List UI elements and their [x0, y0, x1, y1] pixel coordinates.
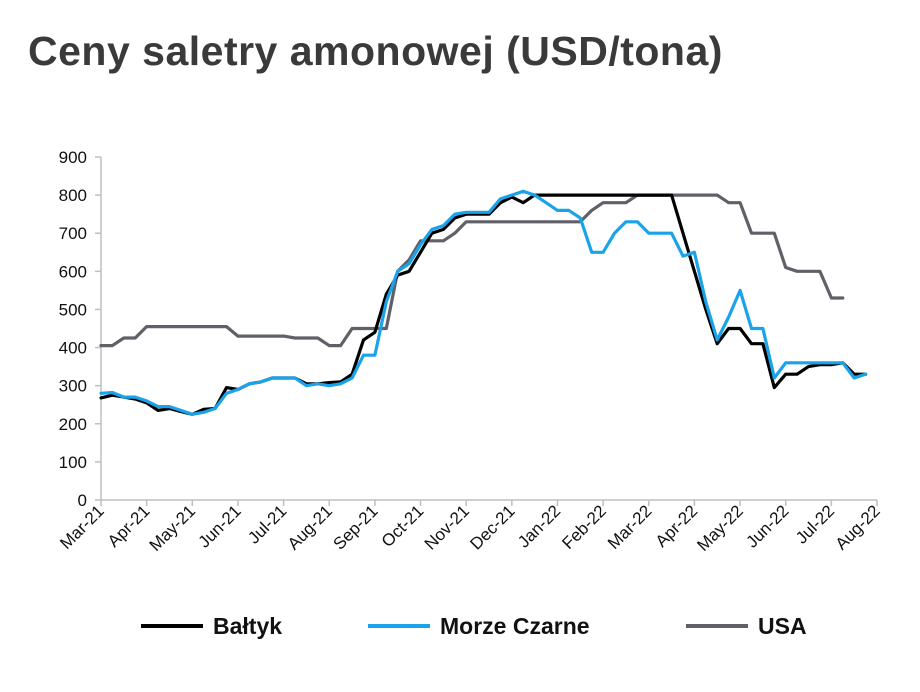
x-tick-label: Aug-21	[284, 501, 336, 553]
chart-title: Ceny saletry amonowej (USD/tona)	[28, 28, 723, 74]
legend-label-2: USA	[758, 613, 807, 639]
y-tick-label: 300	[59, 377, 87, 396]
chart-series	[99, 189, 868, 416]
x-tick-label: Oct-21	[378, 501, 428, 551]
y-tick-label: 200	[59, 415, 87, 434]
x-tick-label: Aug-22	[832, 501, 884, 553]
x-tick-label: Mar-22	[604, 501, 656, 553]
y-tick-label: 100	[59, 453, 87, 472]
chart-axes: 0100200300400500600700800900Mar-21Apr-21…	[56, 148, 884, 555]
x-tick-label: May-22	[693, 501, 747, 555]
x-tick-label: Jun-21	[195, 501, 245, 551]
x-tick-label: Feb-22	[558, 501, 610, 553]
x-tick-label: Apr-21	[104, 501, 154, 551]
series-line-1	[99, 189, 868, 416]
chart-legend: Bałtyk Morze Czarne USA	[141, 613, 807, 639]
y-tick-label: 700	[59, 224, 87, 243]
x-tick-label: Jan-22	[514, 501, 564, 551]
y-tick-label: 0	[78, 491, 87, 510]
y-tick-label: 500	[59, 300, 87, 319]
x-tick-label: Sep-21	[330, 501, 382, 553]
y-tick-label: 800	[59, 186, 87, 205]
x-tick-label: Jun-22	[742, 501, 792, 551]
x-tick-label: May-21	[146, 501, 200, 555]
series-line-2	[99, 193, 845, 348]
x-tick-label: Dec-21	[466, 501, 518, 553]
legend-label-1: Morze Czarne	[440, 613, 590, 639]
y-tick-label: 600	[59, 262, 87, 281]
y-tick-label: 900	[59, 148, 87, 167]
x-tick-label: Nov-21	[421, 501, 473, 553]
x-tick-label: Apr-22	[652, 501, 702, 551]
legend-label-0: Bałtyk	[213, 613, 282, 639]
series-line-0	[99, 193, 868, 416]
y-tick-label: 400	[59, 339, 87, 358]
